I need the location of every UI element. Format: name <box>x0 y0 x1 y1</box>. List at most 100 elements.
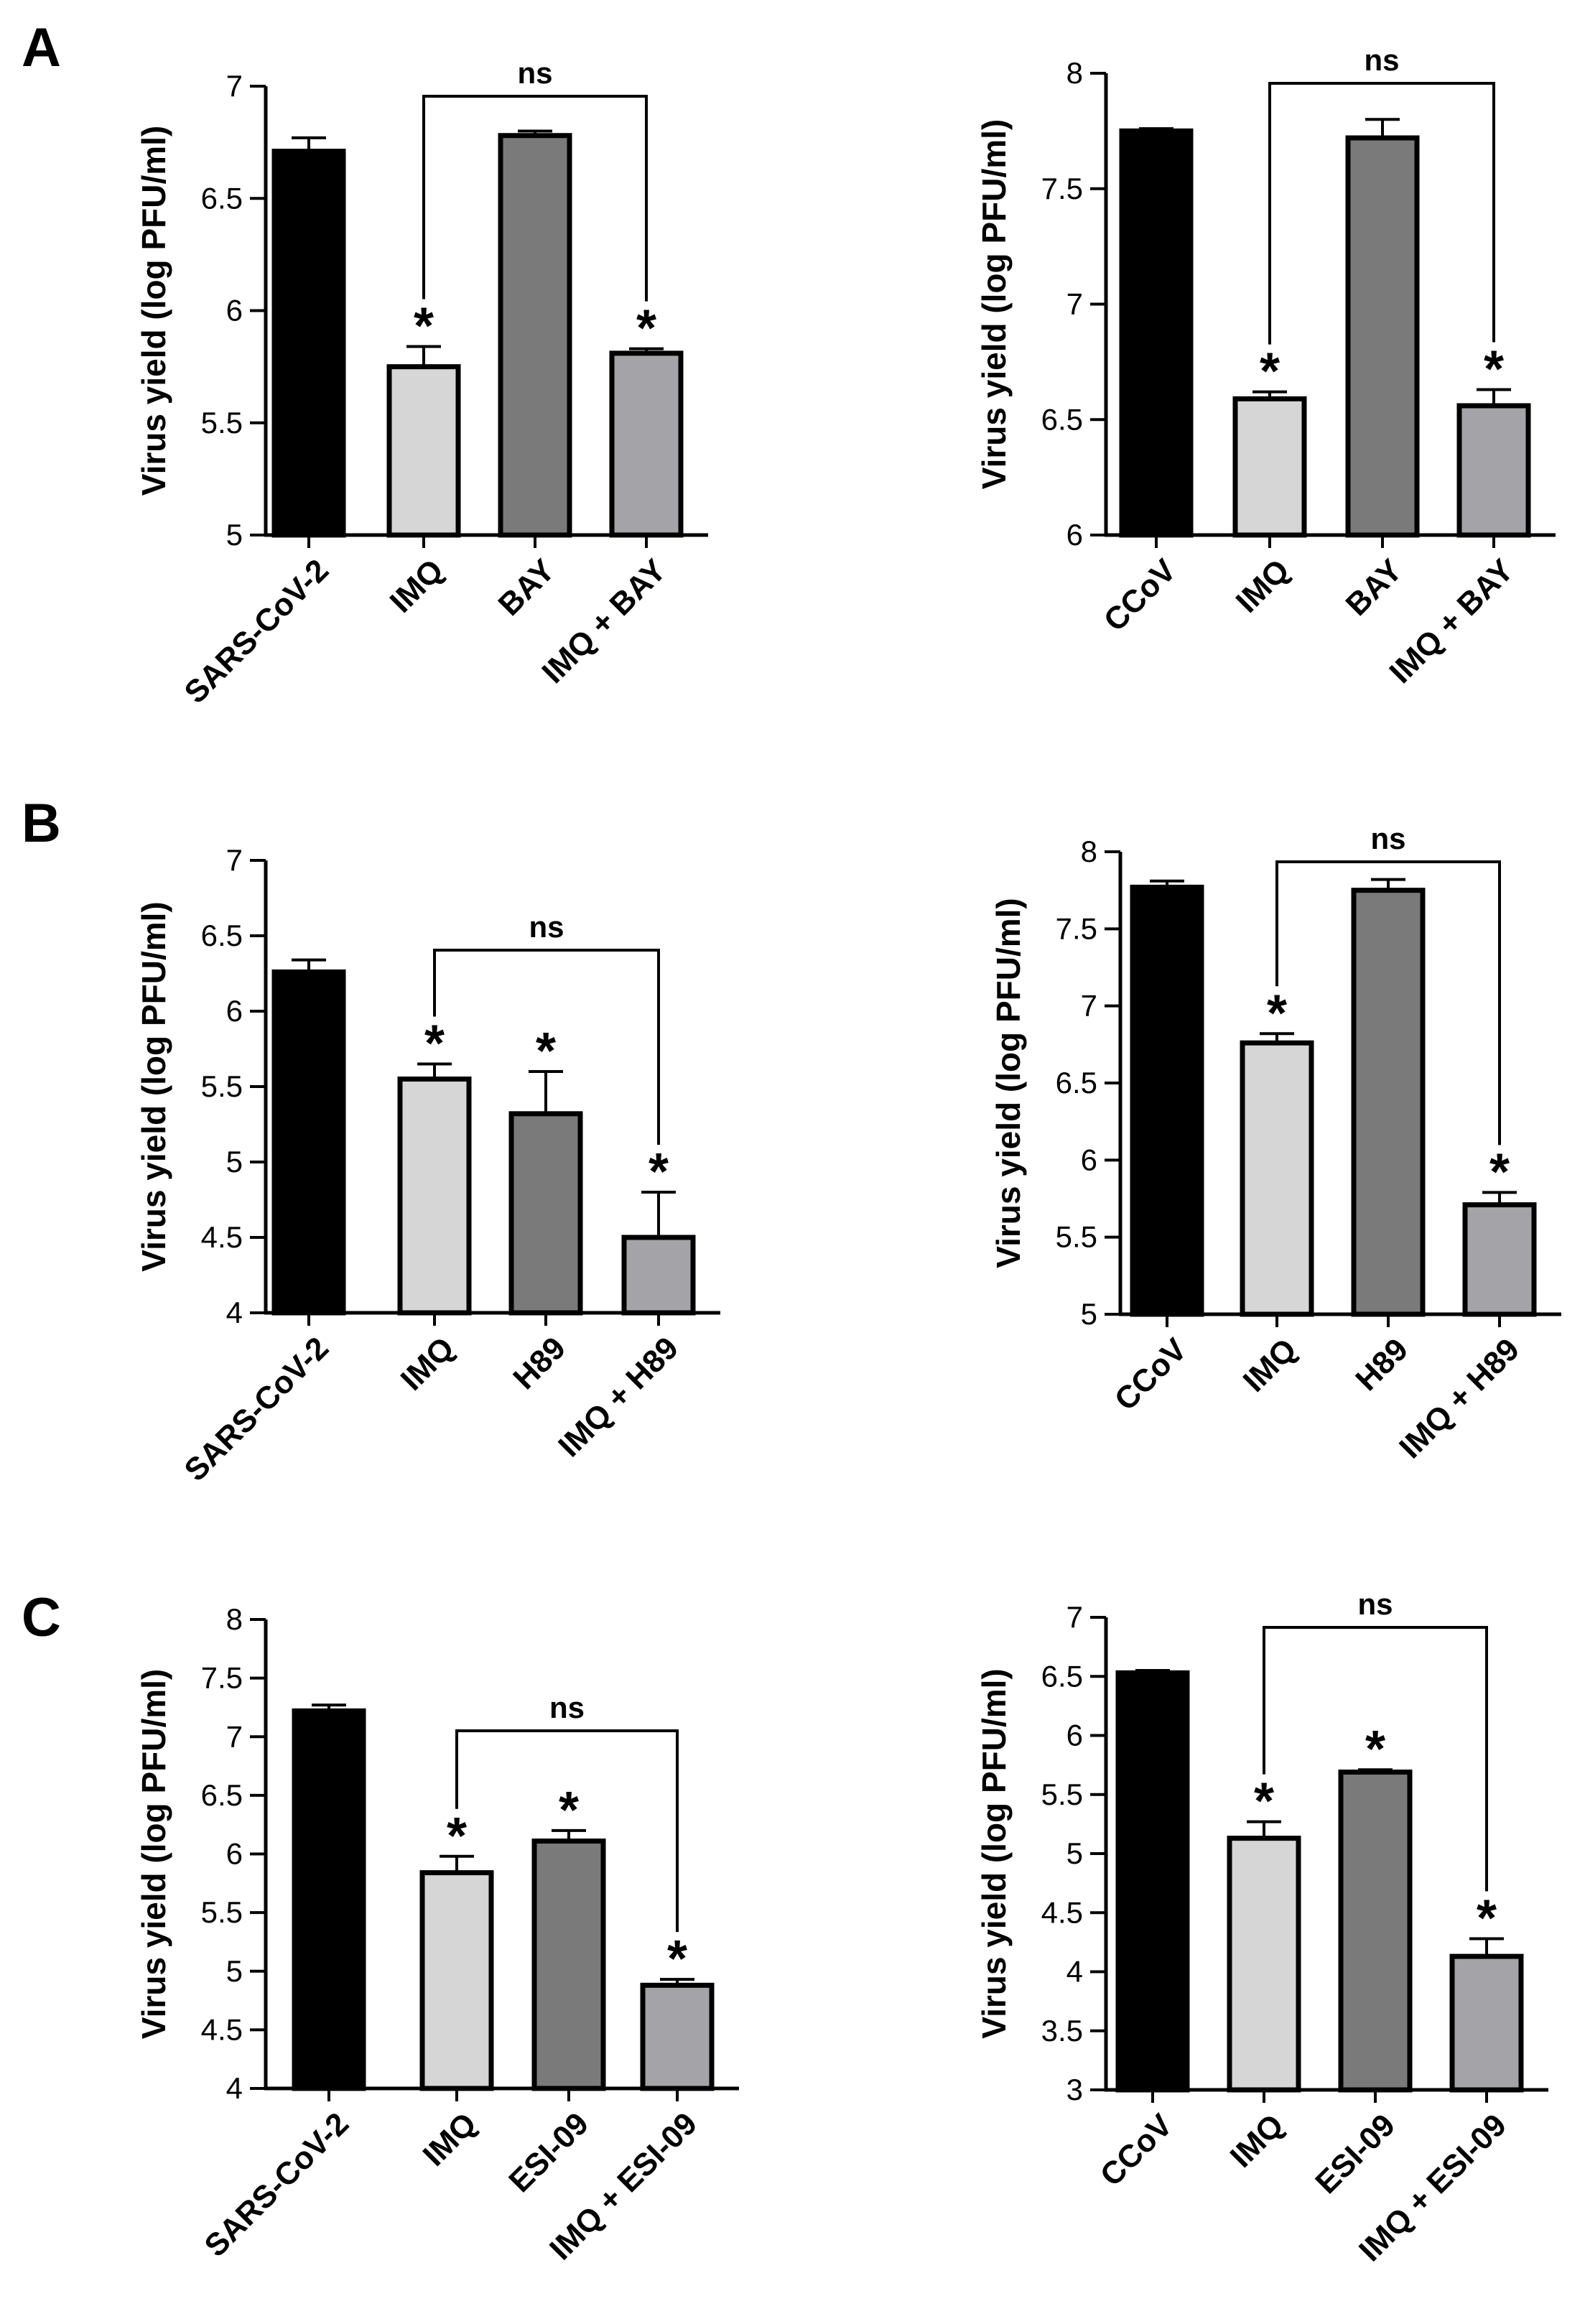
y-tick-label: 5 <box>226 1145 243 1179</box>
category-label: IMQ + H89 <box>1393 1331 1526 1465</box>
bar <box>1115 1670 1190 2093</box>
y-tick-label: 6.5 <box>201 919 243 952</box>
category-label: IMQ <box>384 552 450 619</box>
y-tick-label: 5 <box>226 1954 243 1988</box>
bracket-label: ns <box>529 910 564 944</box>
y-tick-label: 6 <box>226 1837 243 1871</box>
bar <box>271 149 346 538</box>
category-label: ESI-09 <box>502 2106 595 2199</box>
significance-star: * <box>1267 985 1287 1042</box>
category-label: ESI-09 <box>1309 2107 1402 2200</box>
significance-star: * <box>559 1782 579 1839</box>
significance-star: * <box>447 1808 467 1865</box>
bracket-line <box>422 95 648 302</box>
significance-star: * <box>1489 1143 1510 1201</box>
y-tick-label: 6.5 <box>201 1778 243 1812</box>
category-label: IMQ + H89 <box>552 1330 685 1464</box>
y-tick-label: 6 <box>1066 1719 1083 1752</box>
bar <box>1456 403 1531 538</box>
y-tick-label: 5 <box>1081 1297 1097 1331</box>
y-tick-label: 6 <box>226 994 243 1028</box>
y-tick-label: 5.5 <box>1056 1220 1097 1254</box>
y-tick-label: 8 <box>1081 835 1097 868</box>
bracket-line <box>433 949 660 1145</box>
y-tick-label: 4 <box>226 2071 243 2105</box>
y-tick-label: 6 <box>1066 518 1083 552</box>
y-tick-label: 7 <box>226 1719 243 1753</box>
y-tick-label: 7.5 <box>201 1661 243 1695</box>
bar <box>621 1235 696 1316</box>
bar <box>1351 888 1426 1317</box>
category-label: CCoV <box>1097 552 1184 638</box>
category-label: IMQ <box>1237 1331 1303 1398</box>
bar <box>397 1077 472 1316</box>
bar <box>1345 135 1420 538</box>
significance-star: * <box>1484 340 1504 398</box>
bar <box>1462 1202 1537 1317</box>
bracket-line <box>1275 860 1501 1145</box>
category-label: BAY <box>492 552 562 622</box>
category-label: IMQ <box>1230 552 1296 619</box>
panel-label-c: C <box>22 1587 61 1648</box>
category-label: BAY <box>1339 552 1409 622</box>
bar <box>292 1708 366 2091</box>
bracket-label: ns <box>549 1691 585 1724</box>
y-tick-label: 7.5 <box>1056 911 1097 945</box>
bar <box>1338 1769 1413 2093</box>
category-label: IMQ <box>1224 2107 1291 2174</box>
panel-label-a: A <box>22 17 61 78</box>
y-tick-label: 7 <box>226 69 243 103</box>
y-tick-label: 5.5 <box>201 406 243 440</box>
category-label: H89 <box>506 1330 572 1396</box>
y-tick-label: 6 <box>226 294 243 327</box>
category-label: CCoV <box>1108 1331 1194 1418</box>
y-tick-label: 4.5 <box>201 1220 243 1254</box>
category-label: SARS-CoV-2 <box>177 1330 335 1488</box>
y-axis-title: Virus yield (log PFU/ml) <box>990 898 1027 1268</box>
bracket-line <box>1268 82 1495 345</box>
bar <box>1449 1953 1524 2093</box>
y-tick-label: 7 <box>1066 287 1083 321</box>
y-tick-label: 5 <box>226 518 243 552</box>
y-tick-label: 8 <box>226 1602 243 1636</box>
y-tick-label: 7 <box>226 843 243 877</box>
bracket-label: ns <box>1364 43 1399 77</box>
category-label: CCoV <box>1094 2107 1180 2193</box>
y-axis-title: Virus yield (log PFU/ml) <box>135 126 172 496</box>
bar <box>419 1870 494 2091</box>
significance-star: * <box>636 300 656 358</box>
y-tick-label: 7 <box>1066 1600 1083 1634</box>
bar <box>1240 1040 1314 1317</box>
y-axis-title: Virus yield (log PFU/ml) <box>975 119 1013 489</box>
y-tick-label: 4.5 <box>1041 1895 1083 1929</box>
bar <box>1119 128 1194 538</box>
bar <box>1130 884 1204 1317</box>
significance-star: * <box>1260 343 1280 401</box>
bar <box>1232 396 1307 538</box>
bar <box>498 133 572 538</box>
y-tick-label: 6.5 <box>201 181 243 215</box>
panel-label-b: B <box>22 793 61 854</box>
y-axis-title: Virus yield (log PFU/ml) <box>135 1669 172 2039</box>
y-tick-label: 3.5 <box>1041 2014 1083 2048</box>
bar <box>508 1111 583 1316</box>
category-label: H89 <box>1349 1331 1415 1398</box>
bar-chart-5: * * * ns 4 4.5 5 5.5 6 6.5 7 7.5 8 SARS-CoV-2 IMQ ESI-0… <box>135 1602 739 2267</box>
category-label: SARS-CoV-2 <box>197 2106 355 2264</box>
y-tick-label: 4 <box>226 1296 243 1329</box>
y-tick-label: 4 <box>1066 1955 1083 1989</box>
category-label: SARS-CoV-2 <box>177 552 335 710</box>
y-tick-label: 5 <box>1066 1836 1083 1870</box>
y-tick-label: 6.5 <box>1041 1659 1083 1693</box>
category-label: IMQ <box>417 2106 483 2172</box>
bar <box>271 969 346 1316</box>
bar <box>640 1982 715 2091</box>
y-tick-label: 5.5 <box>201 1895 243 1929</box>
bar <box>609 350 684 538</box>
bracket-label: ns <box>1370 822 1405 855</box>
